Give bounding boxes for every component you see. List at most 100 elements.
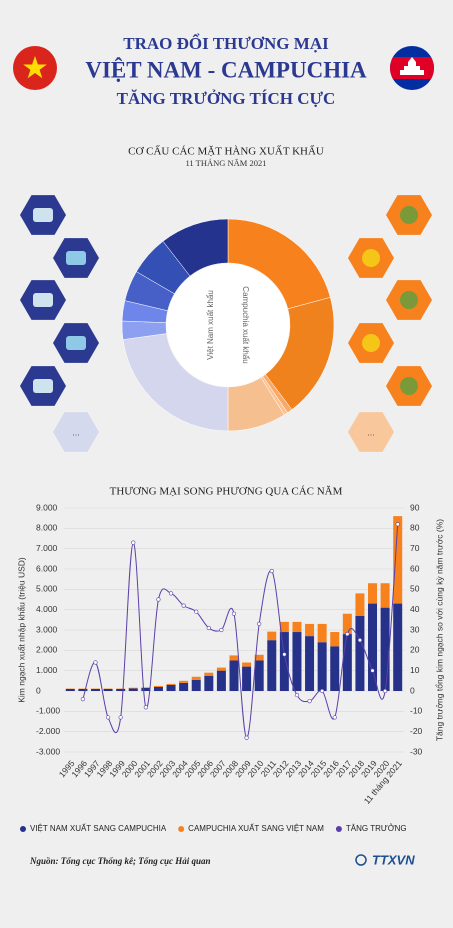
growth-point: [370, 668, 375, 673]
growth-point: [307, 699, 312, 704]
bar-segment: [342, 634, 352, 691]
y-tick-label: 7.000: [36, 543, 58, 553]
bar-segment: [141, 687, 151, 691]
title-line: VIỆT NAM - CAMPUCHIA: [85, 57, 367, 82]
bar-segment: [191, 679, 201, 691]
y2-tick-label: 10: [410, 665, 420, 675]
bar-segment: [153, 686, 163, 691]
icons: ......: [20, 195, 432, 452]
icon-picture: [33, 379, 53, 393]
growth-point: [131, 540, 136, 545]
bar-segment: [204, 672, 214, 676]
pie-subtitle: 11 THÁNG NĂM 2021: [186, 158, 267, 168]
growth-point: [181, 603, 186, 608]
icon-hex: [348, 412, 394, 452]
y-tick-label: 6.000: [36, 563, 58, 573]
bar-segment: [254, 660, 264, 691]
bar-title: THƯƠNG MẠI SONG PHƯƠNG QUA CÁC NĂM: [110, 486, 343, 498]
y2-axis-title: Tăng trưởng tổng kim ngạch so với cùng k…: [434, 519, 444, 741]
bar-segment: [267, 640, 277, 691]
growth-point: [395, 522, 400, 527]
bar-segment: [330, 632, 340, 647]
y-tick-label: 3.000: [36, 624, 58, 634]
y2-tick-label: -10: [410, 706, 423, 716]
bar-segment: [128, 688, 138, 691]
bar-segment: [279, 621, 289, 633]
y-tick-label: 9.000: [36, 502, 58, 512]
bar-segment: [317, 623, 327, 643]
bar-segment: [216, 670, 226, 691]
bar-segment: [166, 683, 176, 685]
icon-picture: [400, 377, 418, 395]
bar-segment: [65, 688, 75, 691]
pie-annotation: Campuchia xuất khẩu: [241, 286, 250, 363]
icon-picture: [362, 334, 380, 352]
bar-segment: [342, 613, 352, 635]
y2-tick-label: -30: [410, 746, 423, 756]
growth-point: [206, 625, 211, 631]
growth-point: [93, 660, 98, 665]
growth-point: [332, 715, 337, 720]
bar-segment: [305, 636, 315, 691]
bar-segment: [254, 654, 264, 661]
pie-annotation: Việt Nam xuất khẩu: [206, 290, 215, 360]
bar-segment: [128, 687, 138, 689]
y-tick-label: -3.000: [36, 746, 60, 756]
icon-label: ...: [72, 427, 80, 437]
growth-point: [231, 611, 237, 616]
bar-segment: [330, 646, 340, 691]
title-line: TĂNG TRƯỞNG TÍCH CỰC: [117, 89, 336, 108]
bar-segment: [153, 685, 163, 687]
y-tick-label: 0: [36, 685, 41, 695]
icon-label: ...: [367, 427, 375, 437]
icon-picture: [33, 293, 53, 307]
bar-segment: [204, 675, 214, 691]
growth-point: [383, 688, 388, 694]
bar-segment: [78, 688, 88, 691]
growth-point: [244, 735, 249, 740]
bar-segment: [380, 607, 390, 691]
growth-point: [269, 568, 274, 574]
y-tick-label: 2.000: [36, 645, 58, 655]
y2-tick-label: -20: [410, 726, 423, 736]
bar-segment: [368, 583, 378, 604]
bar-segment: [380, 583, 390, 608]
y-tick-label: 8.000: [36, 523, 58, 533]
growth-point: [294, 692, 300, 698]
bar-segment: [355, 593, 365, 616]
legend-swatch: [20, 826, 26, 832]
growth-point: [168, 591, 174, 596]
y2-tick-label: 0: [410, 685, 415, 695]
growth-point: [118, 715, 123, 720]
legend-label: TĂNG TRƯỞNG: [346, 824, 407, 833]
y-tick-label: -1.000: [36, 706, 60, 716]
y2-tick-label: 30: [410, 624, 420, 634]
bar-segment: [279, 632, 289, 691]
bar-segment: [292, 632, 302, 691]
y2-tick-label: 40: [410, 604, 420, 614]
icon-picture: [400, 291, 418, 309]
growth-point: [357, 638, 363, 643]
title-line: TRAO ĐỔI THƯƠNG MẠI: [123, 33, 329, 53]
growth-point: [105, 715, 111, 720]
bar-segment: [116, 688, 126, 691]
bar-segment: [166, 684, 176, 691]
bar-segment: [317, 642, 327, 691]
bar-segment: [242, 666, 252, 691]
logo: TTXVN: [372, 852, 415, 867]
growth-point: [320, 688, 325, 694]
pie-slice: [162, 218, 229, 277]
y-tick-label: -2.000: [36, 726, 60, 736]
growth-point: [219, 627, 224, 633]
legend-label: VIỆT NAM XUẤT SANG CAMPUCHIA: [30, 823, 167, 833]
bar-segment: [355, 615, 365, 691]
y-tick-label: 4.000: [36, 604, 58, 614]
bar-segment: [229, 655, 239, 661]
vietnam-flag: [13, 46, 57, 90]
bar-segment: [141, 687, 151, 688]
y-tick-label: 5.000: [36, 584, 58, 594]
bar-segment: [393, 516, 403, 604]
bar-segment: [179, 680, 189, 683]
